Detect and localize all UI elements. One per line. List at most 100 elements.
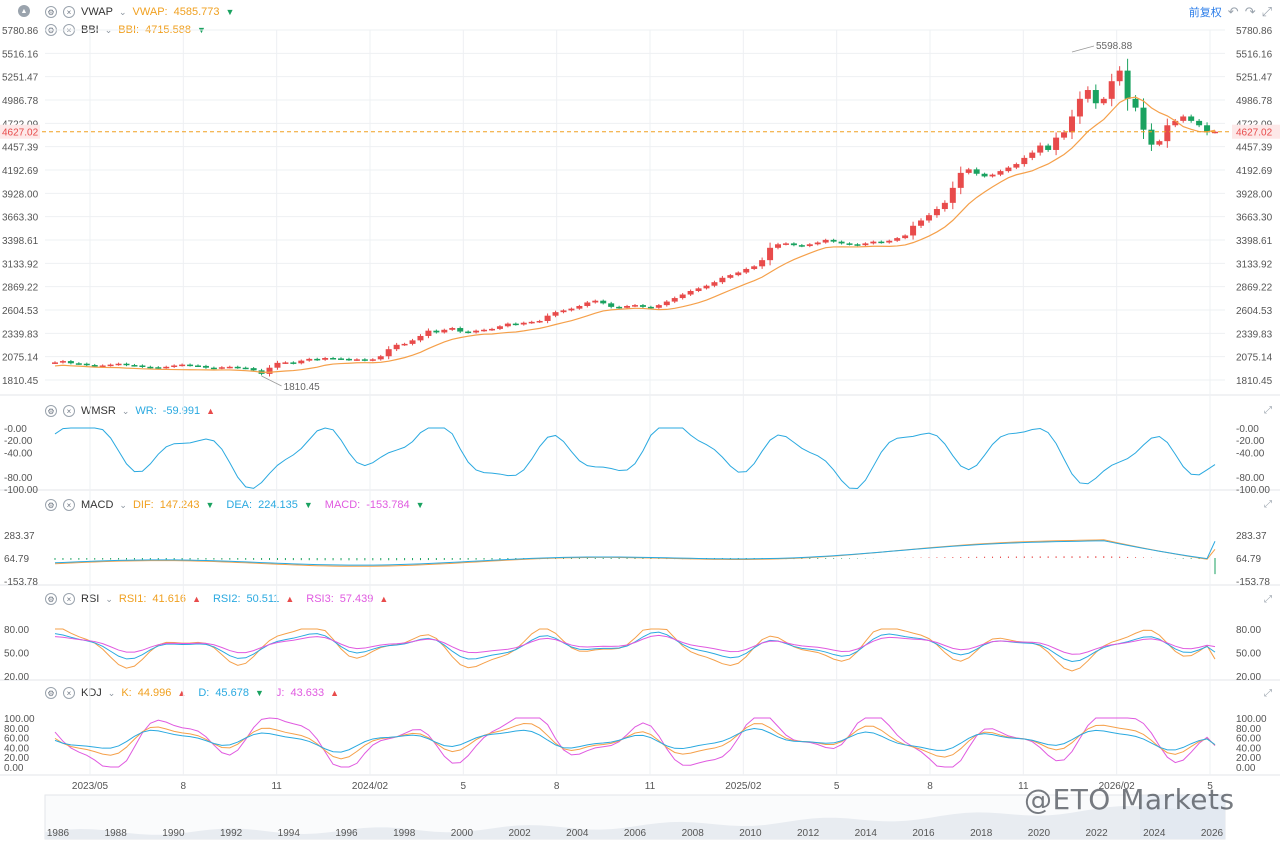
min-pointer (261, 375, 282, 387)
kdj-tick-label-right: 100.00 (1236, 714, 1267, 725)
kdj-name[interactable]: KDJ (81, 687, 102, 699)
price-tick-label-right: 2869.22 (1236, 283, 1273, 294)
candle-body (735, 272, 742, 276)
chevron-down-icon[interactable]: ⌄ (119, 6, 127, 17)
kdj-tick-label-right: 80.00 (1236, 724, 1261, 735)
navigator-year-label: 2000 (451, 828, 474, 839)
bbi-line (54, 96, 1216, 373)
fullscreen-icon[interactable]: ⤢ (1261, 4, 1272, 19)
undo-icon[interactable]: ↶ (1227, 4, 1239, 19)
chevron-down-icon[interactable]: ⌄ (119, 499, 127, 510)
candle-body (488, 328, 495, 331)
candle-body (711, 282, 718, 286)
candle-body (147, 366, 154, 369)
dif-line (54, 539, 1216, 567)
adjust-button[interactable]: 前复权 (1188, 7, 1222, 19)
candle-body (473, 330, 480, 333)
expand-icon[interactable]: ⤢ (1264, 499, 1272, 510)
close-icon[interactable]: × (63, 593, 75, 605)
candle-body (679, 294, 686, 299)
candle-body (1140, 107, 1147, 130)
dea-line (54, 540, 1216, 566)
candle-body (187, 364, 194, 367)
kdj-tick-label-right: 20.00 (1236, 753, 1261, 764)
macd-name[interactable]: MACD (81, 499, 114, 511)
expand-icon[interactable]: ⤢ (1264, 405, 1272, 416)
price-tick-label-right: 2604.53 (1236, 306, 1273, 317)
settings-icon[interactable]: ⚙ (45, 499, 57, 511)
dea-label: DEA: (226, 499, 253, 511)
navigator-year-label: 2022 (1085, 828, 1108, 839)
price-tick-label-right: 4457.39 (1236, 143, 1273, 154)
candle-body (822, 239, 829, 243)
wr-tick-label-left: -100.00 (4, 485, 38, 496)
down-arrow-icon: ▼ (303, 500, 313, 510)
navigator-year-label: 2002 (508, 828, 531, 839)
close-icon[interactable]: × (63, 405, 75, 417)
wr-tick-label-left: -0.00 (4, 424, 27, 435)
candle-body (878, 241, 885, 244)
chevron-down-icon[interactable]: ⌄ (121, 405, 130, 416)
candle-body (655, 305, 662, 308)
candle-body (1196, 120, 1203, 126)
candle-body (59, 361, 66, 363)
close-icon[interactable]: × (63, 6, 75, 18)
wr-tick-label-right: -20.00 (1236, 436, 1265, 447)
candle-body (925, 215, 932, 221)
candle-body (520, 322, 527, 325)
candle-body (282, 362, 289, 364)
settings-icon[interactable]: ⚙ (45, 593, 57, 605)
candle-body (179, 364, 186, 367)
candle-body (870, 241, 877, 244)
d-line (54, 727, 1216, 753)
kdj-tick-label-left: 0.00 (4, 763, 24, 774)
candle-body (234, 366, 241, 369)
vwap-name[interactable]: VWAP (81, 6, 113, 18)
candle-body (1148, 129, 1155, 145)
time-tick-label: 2023/05 (72, 781, 109, 792)
rsi-tick-label-left: 20.00 (4, 672, 29, 683)
rsi-tick-label-right: 20.00 (1236, 672, 1261, 683)
settings-icon[interactable]: ⚙ (45, 405, 57, 417)
expand-icon[interactable]: ⤢ (1264, 594, 1272, 605)
time-tick-label: 11 (1018, 781, 1029, 792)
time-tick-label: 2024/02 (352, 781, 389, 792)
candle-body (1100, 98, 1107, 104)
settings-icon[interactable]: ⚙ (45, 6, 57, 18)
rsi2-label: RSI2: (212, 593, 241, 605)
macd-tick-label-left: 64.79 (4, 554, 29, 565)
candle-body (457, 328, 464, 332)
candle-body (1037, 145, 1044, 153)
candle-body (703, 285, 710, 289)
chevron-down-icon[interactable]: ⌄ (105, 593, 113, 604)
close-icon[interactable]: × (63, 499, 75, 511)
candle-body (425, 330, 432, 336)
redo-icon[interactable]: ↷ (1244, 4, 1256, 19)
chevron-down-icon[interactable]: ⌄ (107, 687, 116, 698)
candle-body (1116, 70, 1123, 82)
candle-body (1092, 90, 1099, 104)
wr-tick-label-right: -100.00 (1236, 485, 1270, 496)
close-icon[interactable]: × (63, 687, 75, 699)
candle-body (1164, 125, 1171, 142)
kdj-header: ⚙ × KDJ ⌄ K: 44.996 ▲ D: 45.678 ▼ J: 43.… (45, 684, 339, 702)
candle-body (131, 365, 138, 367)
navigator-year-label: 2012 (797, 828, 820, 839)
candle-body (1053, 137, 1060, 150)
candle-body (226, 366, 233, 369)
candle-body (481, 329, 488, 332)
settings-icon[interactable]: ⚙ (45, 687, 57, 699)
candle-body (798, 245, 805, 247)
collapse-icon[interactable]: ▲ (18, 5, 30, 17)
candle-body (266, 367, 273, 374)
candle-body (1045, 145, 1052, 150)
price-tick-label-right: 5251.47 (1236, 73, 1273, 84)
navigator-year-label: 1992 (220, 828, 243, 839)
price-tick-label-right: 3663.30 (1236, 213, 1273, 224)
up-arrow-icon: ▲ (330, 688, 340, 698)
kdj-tick-label-right: 40.00 (1236, 743, 1261, 754)
navigator-year-label: 2024 (1143, 828, 1166, 839)
expand-icon[interactable]: ⤢ (1264, 688, 1272, 699)
navigator-year-label: 2016 (912, 828, 935, 839)
